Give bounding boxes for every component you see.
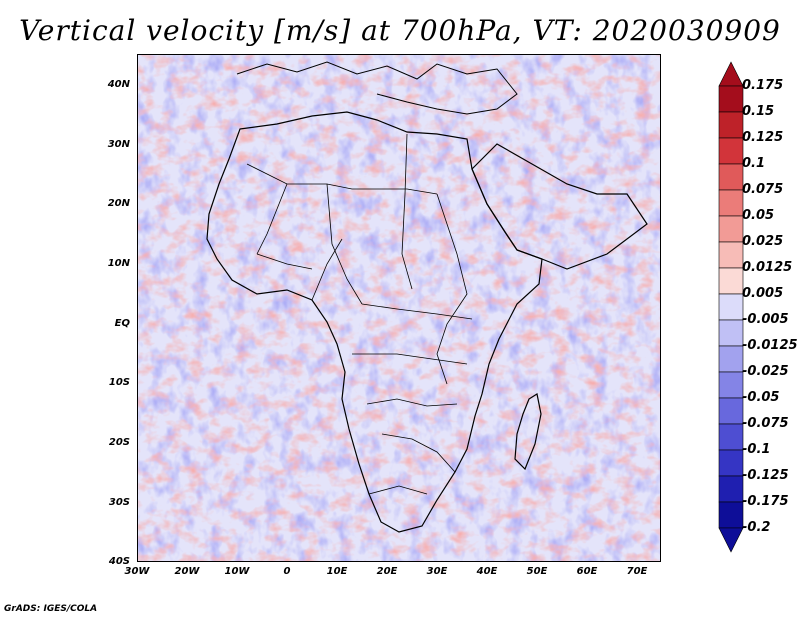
- colorbar-segment: [718, 85, 744, 113]
- colorbar-bottom-arrow: [718, 527, 744, 553]
- lon-label: 30W: [124, 566, 150, 577]
- lat-label: 30N: [107, 139, 130, 150]
- colorbar-label: -0.125: [742, 468, 789, 483]
- colorbar-segment: [718, 163, 744, 191]
- colorbar-label: -0.1: [742, 442, 771, 457]
- lat-label: 20N: [107, 198, 130, 209]
- lon-label: 20W: [174, 566, 200, 577]
- lon-label: 10W: [224, 566, 250, 577]
- lat-label: 40N: [107, 79, 130, 90]
- africa-coastline: [206, 111, 543, 533]
- colorbar-label: 0.125: [742, 130, 784, 145]
- colorbar-top-arrow: [718, 61, 744, 87]
- colorbar-segment: [718, 501, 744, 529]
- madagascar-coastline: [514, 393, 542, 471]
- lon-label: 60E: [576, 566, 598, 577]
- lat-label: 20S: [108, 437, 130, 448]
- colorbar-label: -0.2: [742, 520, 771, 535]
- lat-label: EQ: [114, 318, 130, 329]
- colorbar-segment: [718, 319, 744, 347]
- colorbar-segment: [718, 241, 744, 269]
- lon-label: 70E: [626, 566, 648, 577]
- arabia-coastline: [471, 143, 648, 270]
- colorbar-segment: [718, 189, 744, 217]
- colorbar-segment: [718, 449, 744, 477]
- colorbar-label: 0.1: [742, 156, 766, 171]
- lon-label: 20E: [376, 566, 398, 577]
- lon-label: 40E: [476, 566, 498, 577]
- colorbar: [718, 61, 744, 553]
- colorbar-segment: [718, 137, 744, 165]
- colorbar-segment: [718, 345, 744, 373]
- lon-label: 0: [283, 566, 291, 577]
- lat-label: 10S: [108, 377, 130, 388]
- colorbar-segment: [718, 397, 744, 425]
- lon-label: 30E: [426, 566, 448, 577]
- map-frame: [137, 54, 661, 562]
- grads-credit: GrADS: IGES/COLA: [4, 604, 98, 614]
- lat-label: 10N: [107, 258, 130, 269]
- lon-label: 50E: [526, 566, 548, 577]
- colorbar-segment: [718, 215, 744, 243]
- country-borders: [246, 133, 473, 495]
- colorbar-label: 0.175: [742, 78, 784, 93]
- colorbar-label: -0.005: [742, 312, 789, 327]
- velocity-map: [137, 54, 661, 562]
- map-title: Vertical velocity [m/s] at 700hPa, VT: 2…: [19, 14, 781, 47]
- colorbar-label: -0.175: [742, 494, 789, 509]
- colorbar-label: 0.15: [742, 104, 775, 119]
- colorbar-segment: [718, 371, 744, 399]
- colorbar-segment: [718, 423, 744, 451]
- colorbar-label: 0.05: [742, 208, 775, 223]
- colorbar-label: 0.005: [742, 286, 784, 301]
- colorbar-segment: [718, 267, 744, 295]
- colorbar-label: 0.0125: [742, 260, 793, 275]
- colorbar-label: -0.05: [742, 390, 780, 405]
- colorbar-label: -0.075: [742, 416, 789, 431]
- lon-label: 10E: [326, 566, 348, 577]
- colorbar-label: -0.0125: [742, 338, 798, 353]
- colorbar-segment: [718, 293, 744, 321]
- colorbar-label: 0.075: [742, 182, 784, 197]
- europe-coastline: [236, 61, 518, 115]
- colorbar-label: 0.025: [742, 234, 784, 249]
- velocity-field: [137, 54, 661, 562]
- lat-label: 30S: [108, 497, 130, 508]
- lat-label: 40S: [108, 556, 130, 567]
- colorbar-segment: [718, 475, 744, 503]
- colorbar-label: -0.025: [742, 364, 789, 379]
- colorbar-segment: [718, 111, 744, 139]
